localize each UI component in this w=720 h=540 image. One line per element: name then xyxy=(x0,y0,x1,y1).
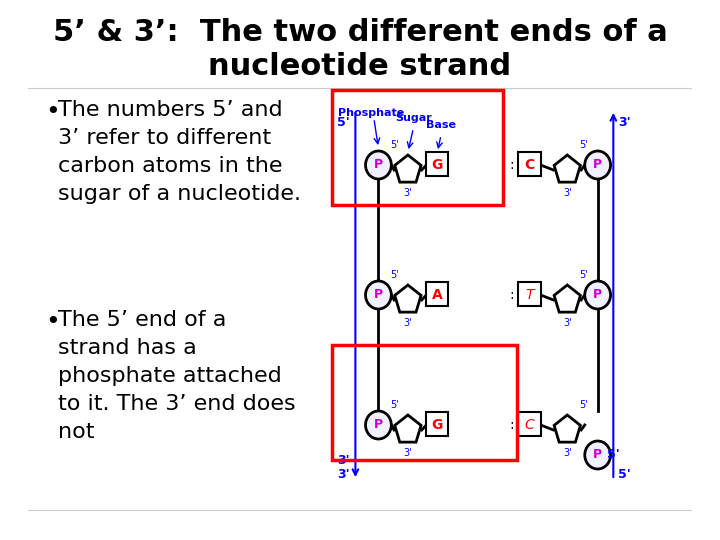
Text: P: P xyxy=(374,288,383,301)
Text: :: : xyxy=(510,158,514,172)
Bar xyxy=(518,412,541,436)
Text: Phosphate: Phosphate xyxy=(338,108,404,118)
Text: T: T xyxy=(526,288,534,302)
Text: 5': 5' xyxy=(618,469,631,482)
Bar xyxy=(426,282,449,306)
Text: 5’ & 3’:  The two different ends of a: 5’ & 3’: The two different ends of a xyxy=(53,18,667,47)
Text: 3': 3' xyxy=(563,318,572,328)
Text: P: P xyxy=(593,288,602,301)
Polygon shape xyxy=(395,155,421,182)
Text: 5': 5' xyxy=(391,140,400,150)
Circle shape xyxy=(585,151,611,179)
Text: G: G xyxy=(432,158,443,172)
Text: 3': 3' xyxy=(563,448,572,458)
Text: C: C xyxy=(525,418,534,432)
Text: 5': 5' xyxy=(580,400,588,410)
Bar xyxy=(333,90,503,205)
Text: 5': 5' xyxy=(337,116,350,129)
Text: 3': 3' xyxy=(337,454,350,467)
Bar xyxy=(426,152,449,176)
Polygon shape xyxy=(554,155,580,182)
Polygon shape xyxy=(554,415,580,442)
Text: Base: Base xyxy=(426,120,456,130)
Text: 5': 5' xyxy=(580,270,588,280)
Text: 3': 3' xyxy=(404,318,413,328)
Text: :: : xyxy=(510,288,514,302)
Bar xyxy=(518,282,541,306)
Text: 5': 5' xyxy=(391,270,400,280)
Text: •: • xyxy=(45,100,60,124)
Polygon shape xyxy=(395,415,421,442)
Text: 3': 3' xyxy=(563,188,572,198)
Text: A: A xyxy=(432,288,443,302)
Text: 3': 3' xyxy=(337,469,350,482)
Text: The numbers 5’ and
3’ refer to different
carbon atoms in the
sugar of a nucleoti: The numbers 5’ and 3’ refer to different… xyxy=(58,100,301,204)
Bar xyxy=(333,345,517,460)
Text: G: G xyxy=(432,418,443,432)
Bar xyxy=(426,412,449,436)
Text: P: P xyxy=(593,449,602,462)
Circle shape xyxy=(585,441,611,469)
Circle shape xyxy=(585,281,611,309)
Text: 5': 5' xyxy=(391,400,400,410)
Bar xyxy=(518,152,541,176)
Text: 3': 3' xyxy=(618,116,631,129)
Text: P: P xyxy=(374,159,383,172)
Polygon shape xyxy=(395,285,421,312)
Text: The 5’ end of a
strand has a
phosphate attached
to it. The 3’ end does
not: The 5’ end of a strand has a phosphate a… xyxy=(58,310,295,442)
Circle shape xyxy=(366,281,392,309)
Text: 5': 5' xyxy=(580,140,588,150)
Text: 3': 3' xyxy=(404,448,413,458)
Text: P: P xyxy=(593,159,602,172)
Text: nucleotide strand: nucleotide strand xyxy=(208,52,512,81)
Text: C: C xyxy=(524,158,535,172)
Circle shape xyxy=(366,151,392,179)
Text: 5': 5' xyxy=(607,449,620,462)
Text: :: : xyxy=(510,418,514,432)
Text: P: P xyxy=(374,418,383,431)
Text: Sugar: Sugar xyxy=(395,113,432,123)
Text: 3': 3' xyxy=(404,188,413,198)
Polygon shape xyxy=(554,285,580,312)
Text: •: • xyxy=(45,310,60,334)
Circle shape xyxy=(366,411,392,439)
